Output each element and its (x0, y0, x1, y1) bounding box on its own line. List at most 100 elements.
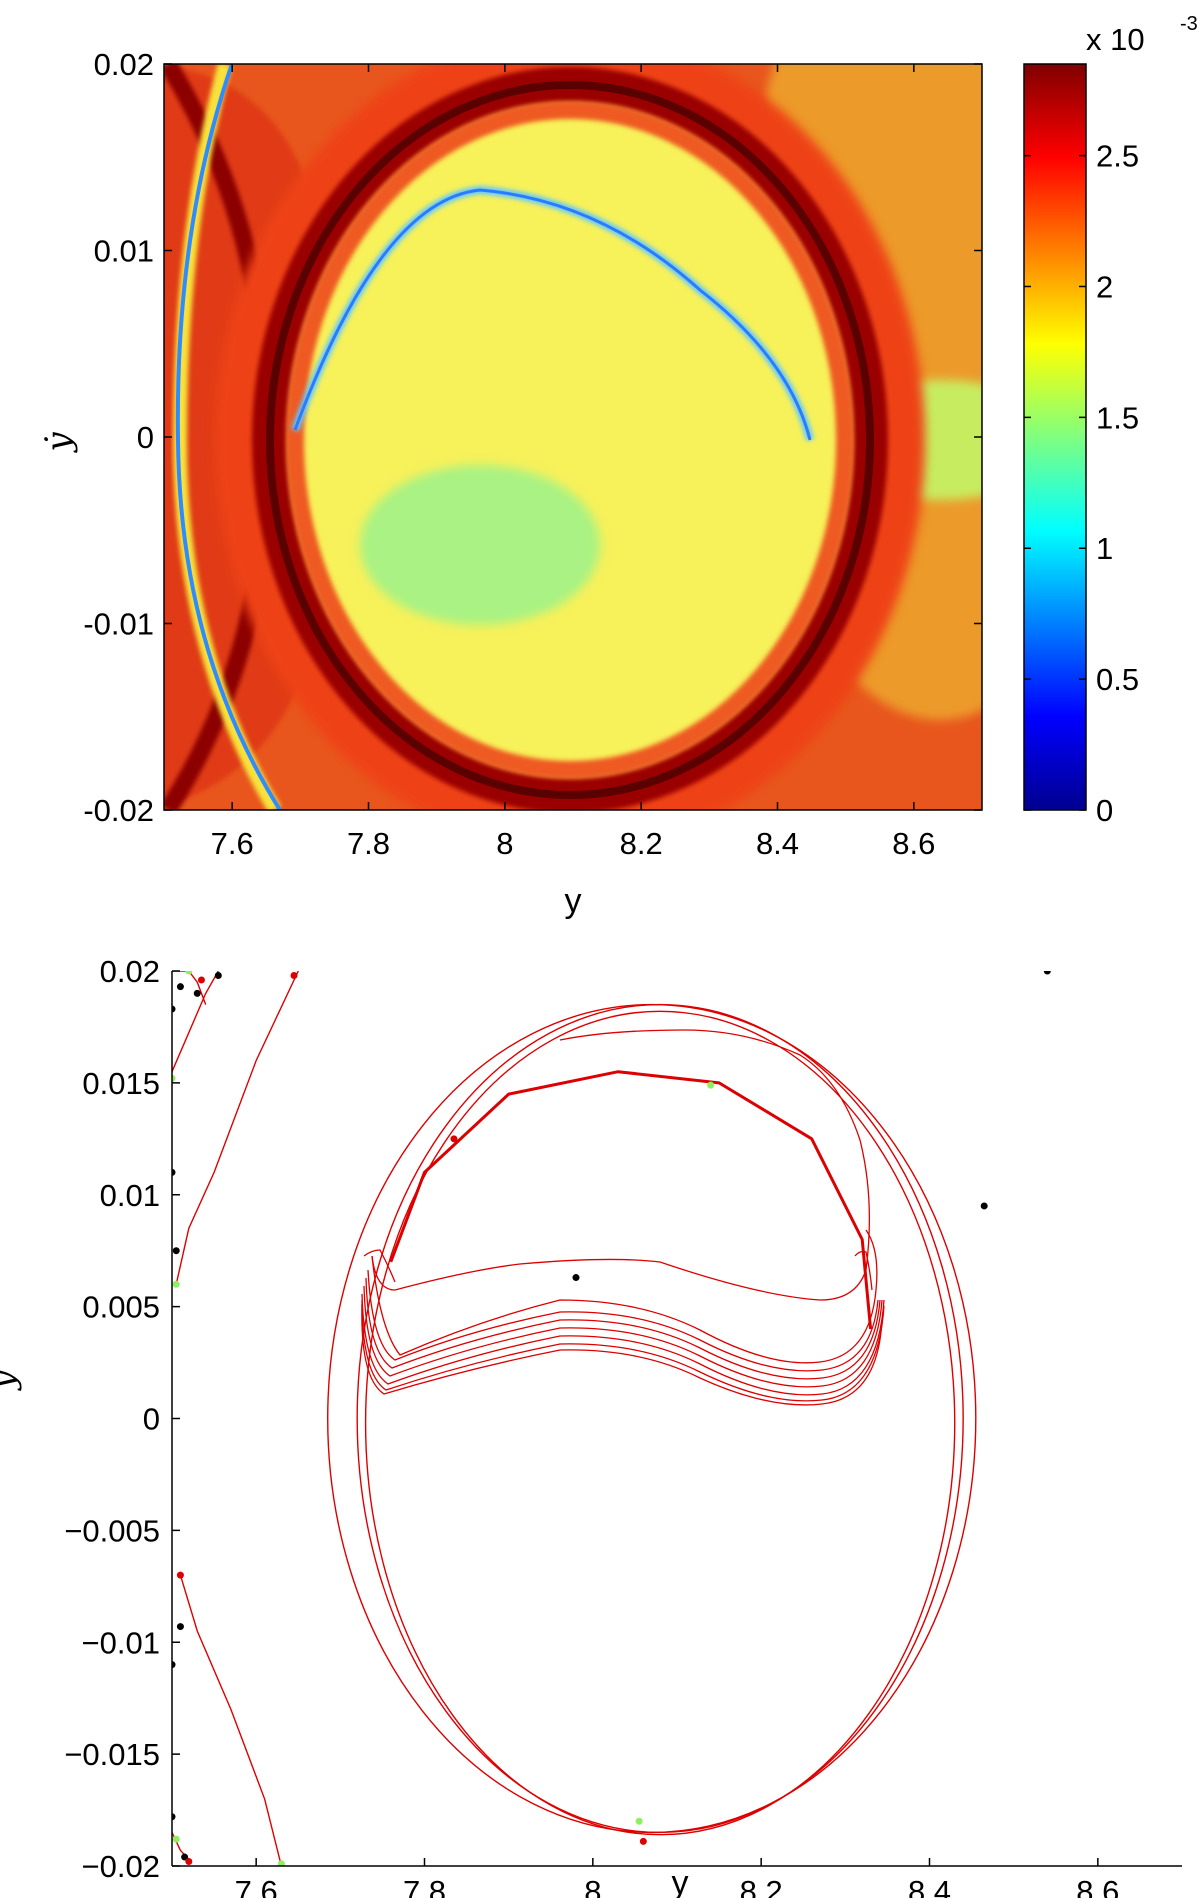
x-tick-label: 7.6 (211, 826, 254, 861)
kidney-curve (363, 1285, 883, 1388)
colorbar-ticks: 0 0.5 1 1.5 2 2.5 (1024, 139, 1139, 828)
trajectory-loop (364, 1010, 956, 1836)
trajectory-marker (290, 971, 298, 979)
heatmap-x-ticks: 7.6 7.8 8 8.2 8.4 8.6 (211, 64, 935, 861)
trajectory-marker (635, 1817, 643, 1825)
colorbar-gradient (1024, 64, 1086, 810)
heatmap-inner-green-lobe (360, 465, 600, 625)
y-tick-label: 0.02 (100, 954, 160, 989)
trajectory-panel: 7.6 7.8 8 8.2 8.4 8.6 0.02 0.015 0.01 0.005 0 −0.0… (0, 954, 1182, 1898)
y-tick-label: 0.02 (94, 47, 154, 82)
trajectory-marker (450, 1135, 458, 1143)
trajectory-marker (214, 971, 222, 979)
trajectory-marker (172, 1074, 176, 1082)
trajectory-plot-area (172, 971, 1051, 1866)
y-tick-label: −0.005 (64, 1513, 160, 1548)
colorbar-tick-label: 2.5 (1096, 139, 1139, 174)
y-tick-label: -0.02 (83, 793, 154, 828)
trajectory-marker (176, 1571, 184, 1579)
heatmap-left-blue-line (175, 64, 282, 810)
trajectory-marker (172, 1005, 176, 1013)
kidney-curve (371, 1229, 878, 1364)
trajectory-loop (327, 1003, 977, 1834)
y-tick-label: 0.01 (94, 234, 154, 269)
trajectory-frame (172, 971, 1182, 1866)
trajectory-x-ticks: 7.6 7.8 8 8.2 8.4 8.6 (235, 1858, 1119, 1898)
trajectory-marker (197, 976, 205, 984)
trajectory-line (175, 971, 299, 1285)
trajectory-loops (327, 1003, 977, 1836)
x-tick-label: 8 (584, 1874, 601, 1898)
trajectory-marker (707, 1081, 715, 1089)
colorbar-exponent-base: x 10 (1086, 22, 1145, 57)
y-tick-label: −0.015 (64, 1737, 160, 1772)
trajectory-marker (1043, 971, 1051, 975)
colorbar-frame (1023, 63, 1087, 811)
kidney-curve (361, 1303, 883, 1406)
y-tick-label: 0.005 (82, 1290, 160, 1325)
trajectory-marker (172, 1247, 180, 1255)
y-tick-label: −0.02 (82, 1849, 160, 1884)
kidney-curve (365, 1277, 881, 1380)
x-tick-label: 8.6 (892, 826, 935, 861)
kidney-curve (367, 1269, 879, 1372)
colorbar-tick-label: 2 (1096, 269, 1113, 304)
trajectory-series (172, 971, 299, 1866)
colorbar-tick-label: 1 (1096, 531, 1113, 566)
trajectory-marker (185, 1858, 193, 1866)
heatmap-blue-curve (293, 188, 812, 441)
colorbar-exponent-power: -3 (1180, 13, 1198, 35)
trajectory-line (172, 971, 207, 1005)
trajectory-marker (172, 1280, 180, 1288)
trajectory-marker (176, 983, 184, 991)
x-tick-label: 7.6 (235, 1874, 278, 1898)
trajectory-marker (193, 989, 201, 997)
kidney-curve (361, 1299, 885, 1402)
trajectory-marker (172, 1835, 180, 1843)
kidney-bundle (361, 1029, 885, 1406)
trajectory-marker (176, 1623, 184, 1631)
heatmap-x-axis-label: y (565, 882, 582, 920)
trajectory-marker (185, 971, 193, 975)
trajectory-marker (172, 1813, 176, 1821)
heatmap-y-axis-label: ẏ (39, 432, 79, 454)
trajectory-y-axis-label: ẏ (0, 1370, 23, 1392)
heatmap-field (164, 64, 982, 810)
y-tick-label: 0.015 (82, 1066, 160, 1101)
trajectory-marker (572, 1274, 580, 1282)
kidney-curve (854, 1250, 873, 1291)
y-tick-label: -0.01 (83, 607, 154, 642)
trajectory-marker (980, 1202, 988, 1210)
trajectory-marker (172, 1168, 176, 1176)
heatmap-y-ticks: -0.02 -0.01 0 0.01 0.02 (83, 47, 982, 828)
x-tick-label: 7.8 (403, 1874, 446, 1898)
heatmap-outer-halo (215, 64, 925, 810)
y-tick-label: 0 (143, 1402, 160, 1437)
trajectory-markers (172, 971, 1051, 1866)
trajectory-x-axis-label: y (672, 1864, 689, 1898)
trajectory-marker (277, 1860, 285, 1866)
heatmap-panel: 7.6 7.8 8 8.2 8.4 8.6 -0.02 -0.01 0 0.01 0.02 y ẏ… (39, 13, 1198, 920)
x-tick-label: 8.2 (620, 826, 663, 861)
heatmap-inner-region (270, 85, 870, 795)
heatmap-ring-inner-edge (286, 101, 854, 779)
colorbar-tick-label: 1.5 (1096, 400, 1139, 435)
colorbar: 0 0.5 1 1.5 2 2.5 x 10 -3 (1023, 13, 1198, 828)
x-tick-label: 7.8 (347, 826, 390, 861)
x-tick-label: 8.2 (740, 1874, 783, 1898)
y-tick-label: 0.01 (100, 1178, 160, 1213)
trajectory-marker (639, 1837, 647, 1845)
kidney-curve (361, 1293, 885, 1396)
heatmap-dark-ring-core (266, 81, 874, 799)
trajectory-marker (172, 1661, 176, 1669)
trajectory-line (179, 1574, 283, 1866)
colorbar-tick-label: 0 (1096, 793, 1113, 828)
y-tick-label: 0 (137, 420, 154, 455)
x-tick-label: 8 (496, 826, 513, 861)
x-tick-label: 8.4 (756, 826, 799, 861)
y-tick-label: −0.01 (82, 1625, 160, 1660)
x-tick-label: 8.4 (908, 1874, 951, 1898)
trajectory-loop (389, 1070, 873, 1330)
x-tick-label: 8.6 (1076, 1874, 1119, 1898)
trajectory-marker (181, 1853, 189, 1861)
